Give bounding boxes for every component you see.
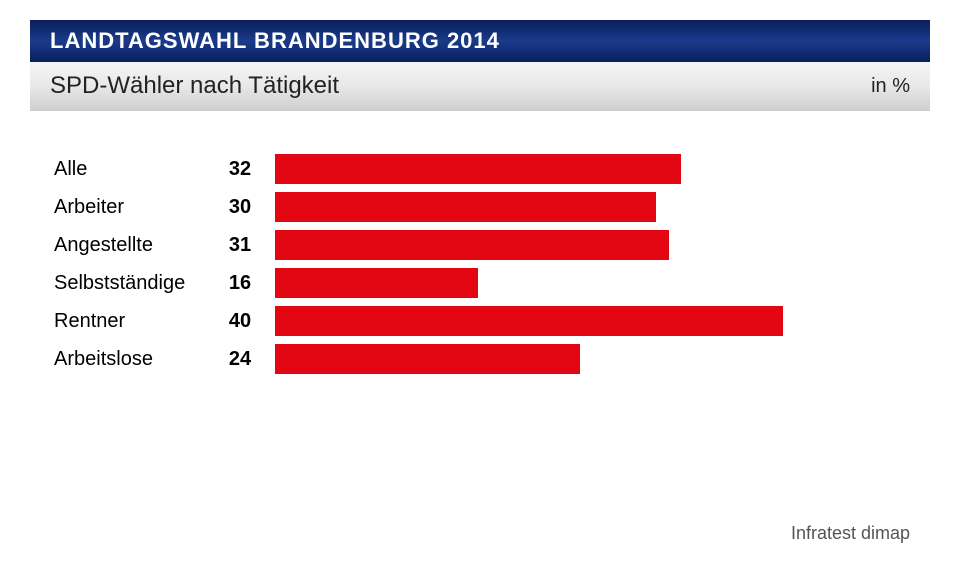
source-label: Infratest dimap xyxy=(791,523,910,544)
bar xyxy=(275,192,656,222)
row-label: Alle xyxy=(50,158,215,181)
bar-container xyxy=(275,154,910,184)
row-value: 32 xyxy=(215,158,265,181)
bar-container xyxy=(275,268,910,298)
bar xyxy=(275,268,478,298)
bar-container xyxy=(275,192,910,222)
subtitle-bar: SPD-Wähler nach Tätigkeit in % xyxy=(30,62,930,111)
bar-container xyxy=(275,344,910,374)
row-value: 31 xyxy=(215,234,265,257)
row-value: 40 xyxy=(215,310,265,333)
bar-container xyxy=(275,306,910,336)
chart-row: Rentner40 xyxy=(50,303,910,339)
chart-subtitle: SPD-Wähler nach Tätigkeit xyxy=(50,72,339,100)
row-label: Selbstständige xyxy=(50,272,215,295)
row-label: Arbeiter xyxy=(50,196,215,219)
bar xyxy=(275,344,580,374)
chart-row: Alle32 xyxy=(50,151,910,187)
row-value: 24 xyxy=(215,348,265,371)
bar xyxy=(275,306,783,336)
bar xyxy=(275,154,681,184)
chart-row: Arbeiter30 xyxy=(50,189,910,225)
row-label: Angestellte xyxy=(50,234,215,257)
chart-row: Arbeitslose24 xyxy=(50,341,910,377)
chart-unit: in % xyxy=(871,75,910,98)
chart-row: Angestellte31 xyxy=(50,227,910,263)
chart-row: Selbstständige16 xyxy=(50,265,910,301)
header-title-bar: LANDTAGSWAHL BRANDENBURG 2014 xyxy=(30,20,930,62)
row-value: 30 xyxy=(215,196,265,219)
row-value: 16 xyxy=(215,272,265,295)
row-label: Arbeitslose xyxy=(50,348,215,371)
bar xyxy=(275,230,669,260)
bar-chart: Alle32Arbeiter30Angestellte31Selbstständ… xyxy=(50,151,910,377)
row-label: Rentner xyxy=(50,310,215,333)
bar-container xyxy=(275,230,910,260)
page-title: LANDTAGSWAHL BRANDENBURG 2014 xyxy=(50,28,500,53)
